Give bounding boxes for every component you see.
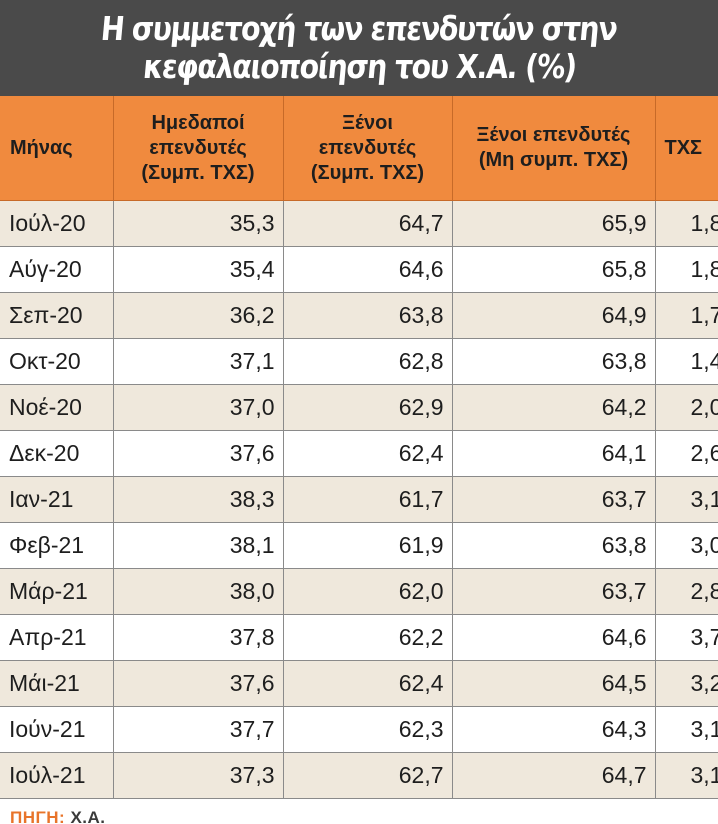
cell-domestic: 38,3 [113,476,284,523]
cell-domestic: 35,3 [113,200,284,247]
cell-foreign-incl: 62,0 [283,568,453,615]
chart-title-line-1: Η συμμετοχή των επενδυτών στην [99,9,619,48]
cell-foreign-excl: 64,3 [452,706,656,753]
cell-hfsf: 2,6 [655,430,718,477]
cell-domestic: 37,3 [113,752,284,799]
cell-domestic: 37,6 [113,430,284,477]
cell-month: Ιούλ-21 [0,752,114,799]
cell-domestic: 35,4 [113,246,284,293]
cell-month: Απρ-21 [0,614,114,661]
cell-month: Ιούλ-20 [0,200,114,247]
table-row: Ιαν-21 38,3 61,7 63,7 3,1 [0,476,718,523]
cell-hfsf: 1,7 [655,292,718,339]
cell-domestic: 37,1 [113,338,284,385]
cell-hfsf: 3,1 [655,476,718,523]
header-row: Μήνας Ημεδαποί επενδυτές (Συμπ. ΤΧΣ) Ξέν… [0,96,718,201]
cell-month: Ιαν-21 [0,476,114,523]
cell-foreign-excl: 63,8 [452,338,656,385]
table-row: Νοέ-20 37,0 62,9 64,2 2,0 [0,384,718,431]
cell-foreign-incl: 64,7 [283,200,453,247]
cell-hfsf: 3,0 [655,522,718,569]
cell-hfsf: 3,1 [655,752,718,799]
cell-foreign-excl: 64,9 [452,292,656,339]
cell-foreign-incl: 61,7 [283,476,453,523]
column-header-month: Μήνας [0,96,114,201]
cell-foreign-incl: 64,6 [283,246,453,293]
column-header-hfsf: ΤΧΣ [655,96,718,201]
cell-foreign-incl: 62,3 [283,706,453,753]
cell-hfsf: 1,4 [655,338,718,385]
cell-domestic: 37,0 [113,384,284,431]
data-table: Μήνας Ημεδαποί επενδυτές (Συμπ. ΤΧΣ) Ξέν… [0,96,718,799]
cell-foreign-incl: 62,4 [283,660,453,707]
chart-title: Η συμμετοχή των επενδυτών στην κεφαλαιοπ… [0,0,718,96]
cell-domestic: 36,2 [113,292,284,339]
cell-foreign-incl: 62,9 [283,384,453,431]
cell-domestic: 37,7 [113,706,284,753]
column-header-domestic: Ημεδαποί επενδυτές (Συμπ. ΤΧΣ) [113,96,284,201]
cell-foreign-excl: 64,6 [452,614,656,661]
cell-foreign-excl: 65,9 [452,200,656,247]
table-row: Αύγ-20 35,4 64,6 65,8 1,8 [0,246,718,293]
table-row: Σεπ-20 36,2 63,8 64,9 1,7 [0,292,718,339]
cell-foreign-incl: 62,4 [283,430,453,477]
table-row: Οκτ-20 37,1 62,8 63,8 1,4 [0,338,718,385]
cell-hfsf: 1,8 [655,200,718,247]
cell-month: Μάι-21 [0,660,114,707]
cell-month: Οκτ-20 [0,338,114,385]
cell-hfsf: 3,1 [655,706,718,753]
cell-foreign-excl: 65,8 [452,246,656,293]
cell-foreign-excl: 63,7 [452,476,656,523]
table-row: Ιούν-21 37,7 62,3 64,3 3,1 [0,706,718,753]
cell-hfsf: 2,8 [655,568,718,615]
cell-foreign-incl: 62,7 [283,752,453,799]
cell-hfsf: 2,0 [655,384,718,431]
column-header-foreign-excl: Ξένοι επενδυτές (Μη συμπ. ΤΧΣ) [452,96,656,201]
table-row: Ιούλ-20 35,3 64,7 65,9 1,8 [0,200,718,247]
source-value: Χ.Α. [70,808,106,824]
source-label: ΠΗΓΗ: [10,808,66,824]
cell-month: Δεκ-20 [0,430,114,477]
table-row: Μάι-21 37,6 62,4 64,5 3,2 [0,660,718,707]
cell-month: Ιούν-21 [0,706,114,753]
cell-hfsf: 1,8 [655,246,718,293]
column-header-foreign-incl: Ξένοι επενδυτές (Συμπ. ΤΧΣ) [283,96,453,201]
cell-month: Μάρ-21 [0,568,114,615]
cell-hfsf: 3,7 [655,614,718,661]
table-row: Μάρ-21 38,0 62,0 63,7 2,8 [0,568,718,615]
cell-foreign-excl: 63,8 [452,522,656,569]
cell-foreign-excl: 64,2 [452,384,656,431]
table-row: Ιούλ-21 37,3 62,7 64,7 3,1 [0,752,718,799]
cell-foreign-incl: 61,9 [283,522,453,569]
cell-foreign-incl: 62,8 [283,338,453,385]
cell-month: Νοέ-20 [0,384,114,431]
cell-month: Αύγ-20 [0,246,114,293]
cell-foreign-excl: 64,7 [452,752,656,799]
cell-month: Φεβ-21 [0,522,114,569]
source-note: ΠΗΓΗ: Χ.Α. [10,808,106,824]
cell-domestic: 37,8 [113,614,284,661]
cell-foreign-excl: 63,7 [452,568,656,615]
cell-foreign-excl: 64,1 [452,430,656,477]
cell-hfsf: 3,2 [655,660,718,707]
cell-foreign-incl: 63,8 [283,292,453,339]
table-row: Φεβ-21 38,1 61,9 63,8 3,0 [0,522,718,569]
cell-domestic: 37,6 [113,660,284,707]
cell-domestic: 38,1 [113,522,284,569]
table-body: Ιούλ-20 35,3 64,7 65,9 1,8 Αύγ-20 35,4 64,6 65,8… [0,200,718,799]
cell-domestic: 38,0 [113,568,284,615]
chart-title-line-2: κεφαλαιοποίηση του Χ.Α. (%) [141,47,578,86]
cell-foreign-incl: 62,2 [283,614,453,661]
table-row: Απρ-21 37,8 62,2 64,6 3,7 [0,614,718,661]
cell-foreign-excl: 64,5 [452,660,656,707]
table-row: Δεκ-20 37,6 62,4 64,1 2,6 [0,430,718,477]
cell-month: Σεπ-20 [0,292,114,339]
